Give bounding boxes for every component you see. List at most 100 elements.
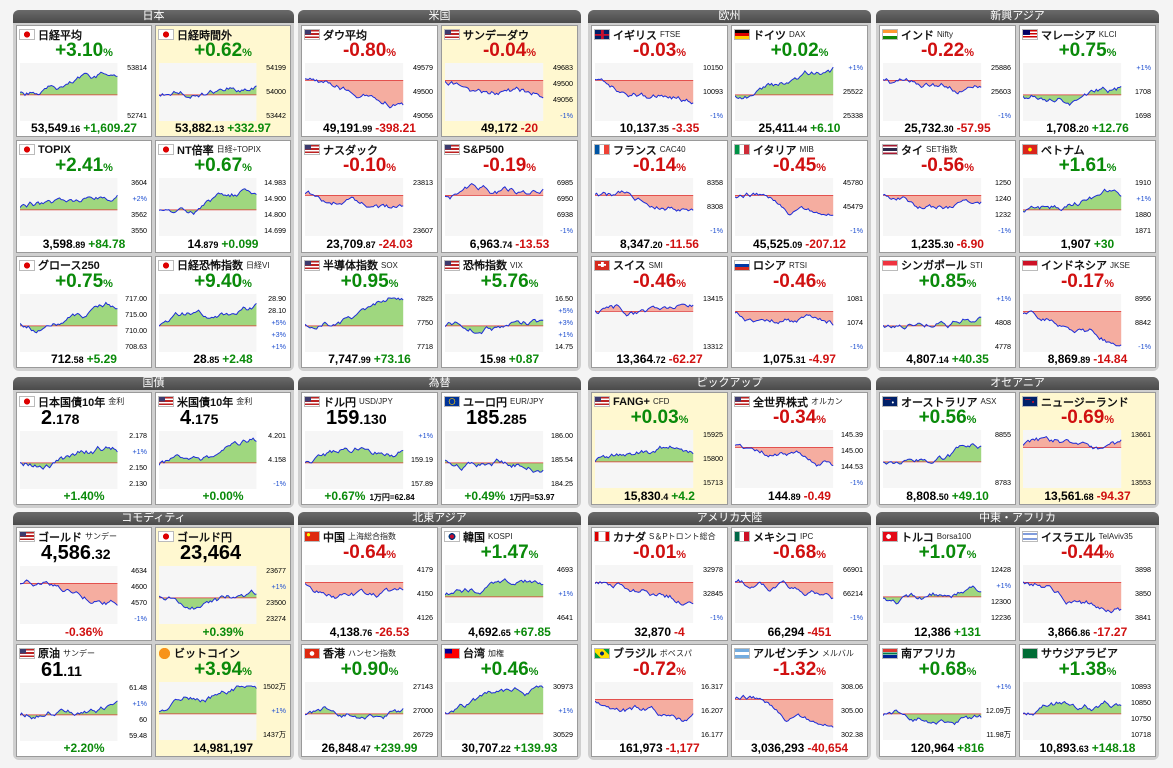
- market-card[interactable]: ドイツ DAX +0.02% +1% 25522 25338 25,411.44 +6.10: [731, 25, 868, 138]
- market-card[interactable]: ナスダック -0.10% 23813 23607 23,709.87 -24.03: [301, 140, 438, 253]
- price-chart[interactable]: +1% 4808 4778: [883, 293, 1012, 352]
- price-chart[interactable]: +1% 1708 1698: [1023, 63, 1152, 121]
- market-card[interactable]: 原油 サンデー 61.11 61.48 +1% 60 59.48 +2.20%: [16, 643, 152, 757]
- market-card[interactable]: ゴールド サンデー 4,586.32 4634 4600 4570 -1% -0.36%: [16, 527, 152, 641]
- market-card[interactable]: 全世界株式 オルカン -0.34% 145.39 145.00 144.53 -1% 144.…: [731, 392, 868, 505]
- market-card[interactable]: フランス CAC40 -0.14% 8358 8308 -1% 8,347.20 -11.56: [591, 140, 728, 253]
- market-card[interactable]: サウジアラビア +1.38% 10893 10850 10750 10718 10,893.…: [1019, 643, 1156, 757]
- price-chart[interactable]: +1% 12.09万 11.98万: [883, 681, 1012, 740]
- market-card[interactable]: カナダ S＆Pトロント総合 -0.01% 32978 32845 -1% 32,870 -4: [591, 527, 728, 641]
- market-card[interactable]: イタリア MIB -0.45% 45780 45479 -1% 45,525.09 -207.…: [731, 140, 868, 253]
- market-card[interactable]: 半導体指数 SOX +0.95% 7825 7750 7718 7,747.99 +73.16: [301, 255, 438, 368]
- price-chart[interactable]: +1% 25522 25338: [735, 63, 864, 121]
- market-card[interactable]: 台湾 加権 +0.46% 30973 +1% 30529 30,707.22 +139.93: [441, 643, 578, 757]
- market-card[interactable]: イギリス FTSE -0.03% 10150 10093 -1% 10,137.35 -3.3…: [591, 25, 728, 138]
- market-card[interactable]: インドネシア JKSE -0.17% 8956 8842 -1% 8,869.89 -14.8…: [1019, 255, 1156, 368]
- market-card[interactable]: 日本国債10年 金利 2.178 2.178 +1% 2.150 2.130 +1.40%: [16, 392, 152, 505]
- price-chart[interactable]: 4634 4600 4570 -1%: [20, 566, 148, 624]
- market-card[interactable]: ベトナム +1.61% 1910 +1% 1880 1871 1,907 +30: [1019, 140, 1156, 253]
- price-chart[interactable]: 145.39 145.00 144.53 -1%: [735, 430, 864, 488]
- market-card[interactable]: 日経平均 +3.10% 53814 52741 53,549.16 +1,609.27: [16, 25, 152, 138]
- price-chart[interactable]: 717.00 715.00 710.00 708.63: [20, 293, 148, 352]
- price-chart[interactable]: 8956 8842 -1%: [1023, 293, 1152, 352]
- market-card[interactable]: タイ SET指数 -0.56% 1250 1240 1232 -1% 1,235.30 -6.9…: [879, 140, 1016, 253]
- price-chart[interactable]: 7825 7750 7718: [305, 293, 434, 352]
- price-chart[interactable]: 25886 25603 -1%: [883, 63, 1012, 121]
- price-chart[interactable]: 30973 +1% 30529: [445, 681, 574, 740]
- market-card[interactable]: ニュージーランド -0.69% 13661 13553 13,561.68 -94.37: [1019, 392, 1156, 505]
- market-card[interactable]: インド Nifty -0.22% 25886 25603 -1% 25,732.30 -57.…: [879, 25, 1016, 138]
- price-chart[interactable]: 45780 45479 -1%: [735, 178, 864, 237]
- market-card[interactable]: グロース250 +0.75% 717.00 715.00 710.00 708.63 712…: [16, 255, 152, 368]
- card-footer: 14,981,197: [156, 741, 290, 755]
- market-card[interactable]: ドル円 USD/JPY 159.130 +1% 159.19 157.89 +0.67% 1万…: [301, 392, 438, 505]
- price-chart[interactable]: 66901 66214 -1%: [735, 565, 864, 623]
- price-chart[interactable]: 16.317 16.207 16.177: [595, 681, 724, 740]
- price-chart[interactable]: 32978 32845 -1%: [595, 565, 724, 623]
- market-card[interactable]: スイス SMI -0.46% 13415 13312 13,364.72 -62.27: [591, 255, 728, 368]
- market-card[interactable]: TOPIX +2.41% 3604 +2% 3562 3550 3,598.89 +84.78: [16, 140, 152, 253]
- price-chart[interactable]: +1% 159.19 157.89: [305, 431, 434, 489]
- flag-icon: [882, 259, 898, 271]
- market-card[interactable]: ダウ平均 -0.80% 49579 49500 49056 49,191.99 -398.2…: [301, 25, 438, 138]
- price-chart[interactable]: 3898 3850 3841: [1023, 565, 1152, 623]
- market-card[interactable]: ブラジル ボベスパ -0.72% 16.317 16.207 16.177 161,973-…: [591, 643, 728, 757]
- market-card[interactable]: ビットコイン +3.94% 1502万 +1% 1437万 14,981,197: [155, 643, 291, 757]
- price-chart[interactable]: 1910 +1% 1880 1871: [1023, 178, 1152, 237]
- price-chart[interactable]: 1250 1240 1232 -1%: [883, 178, 1012, 237]
- market-card[interactable]: ユーロ円 EUR/JPY 185.285 186.00 185.54 184.25 +0.4…: [441, 392, 578, 505]
- price-chart[interactable]: 4.201 4.158 -1%: [159, 431, 287, 489]
- market-card[interactable]: 韓国 KOSPI +1.47% 4693 +1% 4641 4,692.65 +67.85: [441, 527, 578, 641]
- price-chart[interactable]: 53814 52741: [20, 63, 148, 121]
- price-chart[interactable]: 49579 49500 49056: [305, 63, 434, 121]
- market-card[interactable]: 日経時間外 +0.62% 54199 54000 53442 53,882.13 +332.…: [155, 25, 291, 138]
- market-card[interactable]: 中国 上海総合指数 -0.64% 4179 4150 4126 4,138.76 -26.53: [301, 527, 438, 641]
- price-chart[interactable]: 4179 4150 4126: [305, 565, 434, 623]
- market-card[interactable]: FANG+ CFD +0.03% 15925 15800 15713 15,830.4 +4.…: [591, 392, 728, 505]
- price-chart[interactable]: 1081 1074 -1%: [735, 293, 864, 352]
- price-chart[interactable]: 8358 8308 -1%: [595, 178, 724, 237]
- market-card[interactable]: アルゼンチン メルバル -1.32% 308.06 305.00 302.38 3,036,…: [731, 643, 868, 757]
- price-chart[interactable]: 4693 +1% 4641: [445, 565, 574, 623]
- market-card[interactable]: マレーシア KLCI +0.75% +1% 1708 1698 1,708.20 +12.76: [1019, 25, 1156, 138]
- market-card[interactable]: 香港 ハンセン指数 +0.90% 27143 27000 26729 26,848.47 +2…: [301, 643, 438, 757]
- chart-fill-area: [445, 80, 544, 98]
- market-card[interactable]: メキシコ IPC -0.68% 66901 66214 -1% 66,294 -451: [731, 527, 868, 641]
- price-chart[interactable]: 49683 49500 49056 -1%: [445, 63, 574, 121]
- market-card[interactable]: 日経恐怖指数 日経VI +9.40% 28.90 28.10 +5% +3% +1% 28.85…: [155, 255, 291, 368]
- market-card[interactable]: ロシア RTSI -0.46% 1081 1074 -1% 1,075.31 -4.97: [731, 255, 868, 368]
- price-chart[interactable]: 23677 +1% 23500 23274: [159, 566, 287, 624]
- price-chart[interactable]: 8855 8783: [883, 430, 1012, 488]
- market-card[interactable]: S&P500 -0.19% 6985 6950 6938 -1% 6,963.74 -13.5…: [441, 140, 578, 253]
- price-chart[interactable]: 308.06 305.00 302.38: [735, 681, 864, 740]
- market-card[interactable]: NT倍率 日経÷TOPIX +0.67% 14.983 14.900 14.800 14.6…: [155, 140, 291, 253]
- price-chart[interactable]: 10150 10093 -1%: [595, 63, 724, 121]
- market-card[interactable]: オーストラリア ASX +0.56% 8855 8783 8,808.50 +49.10: [879, 392, 1016, 505]
- price-chart[interactable]: 10893 10850 10750 10718: [1023, 681, 1152, 740]
- market-card[interactable]: サンデーダウ -0.04% 49683 49500 49056 -1% 49,172 -20: [441, 25, 578, 138]
- instrument-name: ロシア: [753, 260, 786, 273]
- price-chart[interactable]: 1502万 +1% 1437万: [159, 681, 287, 740]
- market-card[interactable]: シンガポール STI +0.85% +1% 4808 4778 4,807.14 +40.35: [879, 255, 1016, 368]
- price-chart[interactable]: 14.983 14.900 14.800 14.699: [159, 178, 287, 237]
- market-card[interactable]: イスラエル TelAviv35 -0.44% 3898 3850 3841 3,866.86…: [1019, 527, 1156, 641]
- market-card[interactable]: ゴールド円 23,464 23677 +1% 23500 23274 +0.39%: [155, 527, 291, 641]
- price-chart[interactable]: 61.48 +1% 60 59.48: [20, 682, 148, 741]
- price-chart[interactable]: 54199 54000 53442: [159, 63, 287, 121]
- price-chart[interactable]: 28.90 28.10 +5% +3% +1%: [159, 293, 287, 352]
- price-chart[interactable]: 13661 13553: [1023, 430, 1152, 488]
- price-chart[interactable]: 6985 6950 6938 -1%: [445, 178, 574, 237]
- market-card[interactable]: 米国債10年 金利 4.175 4.201 4.158 -1% +0.00%: [155, 392, 291, 505]
- price-chart[interactable]: 15925 15800 15713: [595, 430, 724, 488]
- market-card[interactable]: 南アフリカ +0.68% +1% 12.09万 11.98万 120,964 +816: [879, 643, 1016, 757]
- market-card[interactable]: トルコ Borsa100 +1.07% 12428 +1% 12300 12236 12,38…: [879, 527, 1016, 641]
- price-chart[interactable]: 186.00 185.54 184.25: [445, 431, 574, 489]
- price-chart[interactable]: 3604 +2% 3562 3550: [20, 178, 148, 237]
- price-chart[interactable]: 16.50 +5% +3% +1% 14.75: [445, 293, 574, 352]
- price-chart[interactable]: 13415 13312: [595, 293, 724, 352]
- price-chart[interactable]: 23813 23607: [305, 178, 434, 237]
- price-chart[interactable]: 27143 27000 26729: [305, 681, 434, 740]
- market-card[interactable]: 恐怖指数 VIX +5.76% 16.50 +5% +3% +1% 14.75 15.98 +0.…: [441, 255, 578, 368]
- price-chart[interactable]: 2.178 +1% 2.150 2.130: [20, 431, 148, 489]
- price-chart[interactable]: 12428 +1% 12300 12236: [883, 565, 1012, 623]
